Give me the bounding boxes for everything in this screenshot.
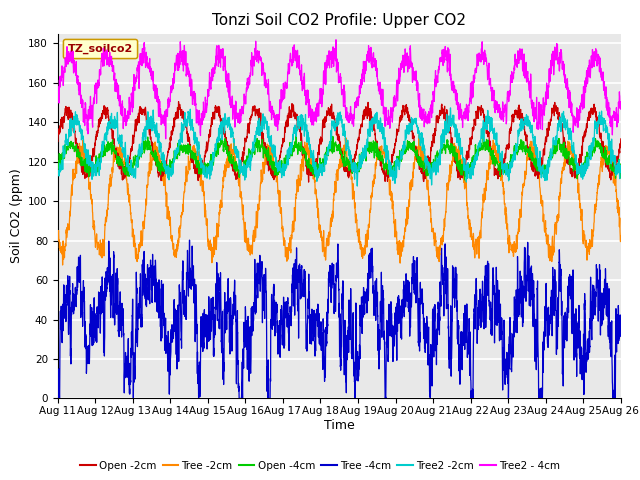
X-axis label: Time: Time	[324, 419, 355, 432]
Title: Tonzi Soil CO2 Profile: Upper CO2: Tonzi Soil CO2 Profile: Upper CO2	[212, 13, 466, 28]
Y-axis label: Soil CO2 (ppm): Soil CO2 (ppm)	[10, 168, 22, 264]
Legend: Open -2cm, Tree -2cm, Open -4cm, Tree -4cm, Tree2 -2cm, Tree2 - 4cm: Open -2cm, Tree -2cm, Open -4cm, Tree -4…	[76, 456, 564, 475]
Legend: TZ_soilco2: TZ_soilco2	[63, 39, 138, 58]
